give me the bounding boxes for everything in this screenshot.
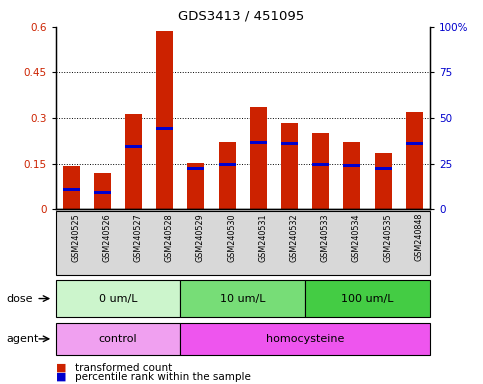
Bar bbox=[406, 112, 423, 209]
Text: agent: agent bbox=[6, 334, 39, 344]
Text: GDS3413 / 451095: GDS3413 / 451095 bbox=[178, 10, 305, 23]
Text: ■: ■ bbox=[56, 372, 66, 382]
Text: 0 um/L: 0 um/L bbox=[99, 293, 137, 304]
Text: GSM240525: GSM240525 bbox=[71, 213, 80, 262]
Bar bbox=[94, 191, 111, 194]
Text: control: control bbox=[99, 334, 137, 344]
Text: GSM240526: GSM240526 bbox=[102, 213, 112, 262]
Bar bbox=[156, 31, 173, 209]
Text: GSM240534: GSM240534 bbox=[352, 213, 361, 262]
Bar bbox=[281, 122, 298, 209]
Text: dose: dose bbox=[6, 293, 33, 304]
Text: 10 um/L: 10 um/L bbox=[220, 293, 266, 304]
Text: GSM240530: GSM240530 bbox=[227, 213, 236, 262]
Text: GSM240848: GSM240848 bbox=[414, 213, 423, 262]
Text: ■: ■ bbox=[56, 363, 66, 373]
Bar bbox=[218, 163, 236, 166]
Text: homocysteine: homocysteine bbox=[266, 334, 344, 344]
Bar bbox=[187, 163, 204, 209]
Text: GSM240527: GSM240527 bbox=[133, 213, 142, 262]
Bar bbox=[281, 142, 298, 146]
Bar bbox=[94, 174, 111, 209]
Bar bbox=[374, 167, 392, 170]
Bar bbox=[125, 146, 142, 149]
Text: percentile rank within the sample: percentile rank within the sample bbox=[75, 372, 251, 382]
Text: GSM240531: GSM240531 bbox=[258, 213, 267, 262]
Bar bbox=[187, 167, 204, 170]
Bar bbox=[343, 164, 360, 167]
Text: GSM240532: GSM240532 bbox=[289, 213, 298, 262]
Bar bbox=[343, 142, 360, 209]
Bar bbox=[312, 133, 329, 209]
Text: GSM240528: GSM240528 bbox=[165, 213, 174, 262]
Bar bbox=[218, 142, 236, 209]
Bar bbox=[374, 153, 392, 209]
Bar bbox=[250, 106, 267, 209]
Bar bbox=[63, 166, 80, 209]
Text: GSM240535: GSM240535 bbox=[383, 213, 392, 262]
Bar bbox=[250, 141, 267, 144]
Text: GSM240529: GSM240529 bbox=[196, 213, 205, 262]
Text: GSM240533: GSM240533 bbox=[321, 213, 330, 262]
Bar bbox=[156, 127, 173, 130]
Bar bbox=[312, 163, 329, 166]
Bar bbox=[406, 142, 423, 146]
Text: transformed count: transformed count bbox=[75, 363, 172, 373]
Text: 100 um/L: 100 um/L bbox=[341, 293, 394, 304]
Bar bbox=[63, 188, 80, 191]
Bar bbox=[125, 114, 142, 209]
